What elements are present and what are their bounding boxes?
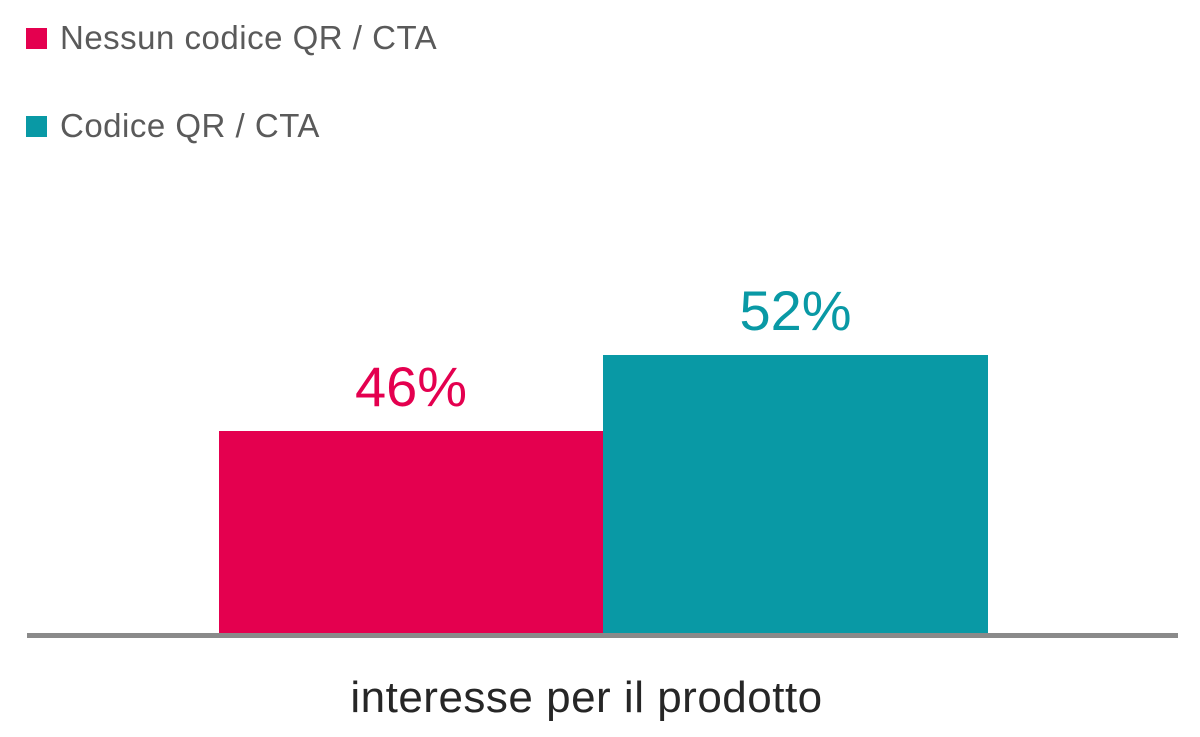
bar-value-label: 46% [354, 355, 468, 418]
bar-value-label: 52% [739, 279, 852, 342]
bar-nessun-codice [219, 431, 603, 634]
legend-item-nessun-codice: Nessun codice QR / CTA [26, 20, 437, 56]
bar-codice [603, 355, 988, 634]
legend-swatch-teal-icon [26, 115, 47, 137]
legend-label: Nessun codice QR / CTA [60, 19, 438, 56]
legend-swatch-pink-icon [26, 27, 47, 49]
legend-label: Codice QR / CTA [60, 107, 320, 144]
bar-group-codice: 52% [603, 283, 988, 634]
bar-group-nessun-codice: 46% [219, 359, 603, 634]
x-axis-line [27, 633, 1178, 638]
legend-item-codice: Codice QR / CTA [26, 108, 320, 144]
x-axis-title: interesse per il prodotto [350, 673, 823, 722]
